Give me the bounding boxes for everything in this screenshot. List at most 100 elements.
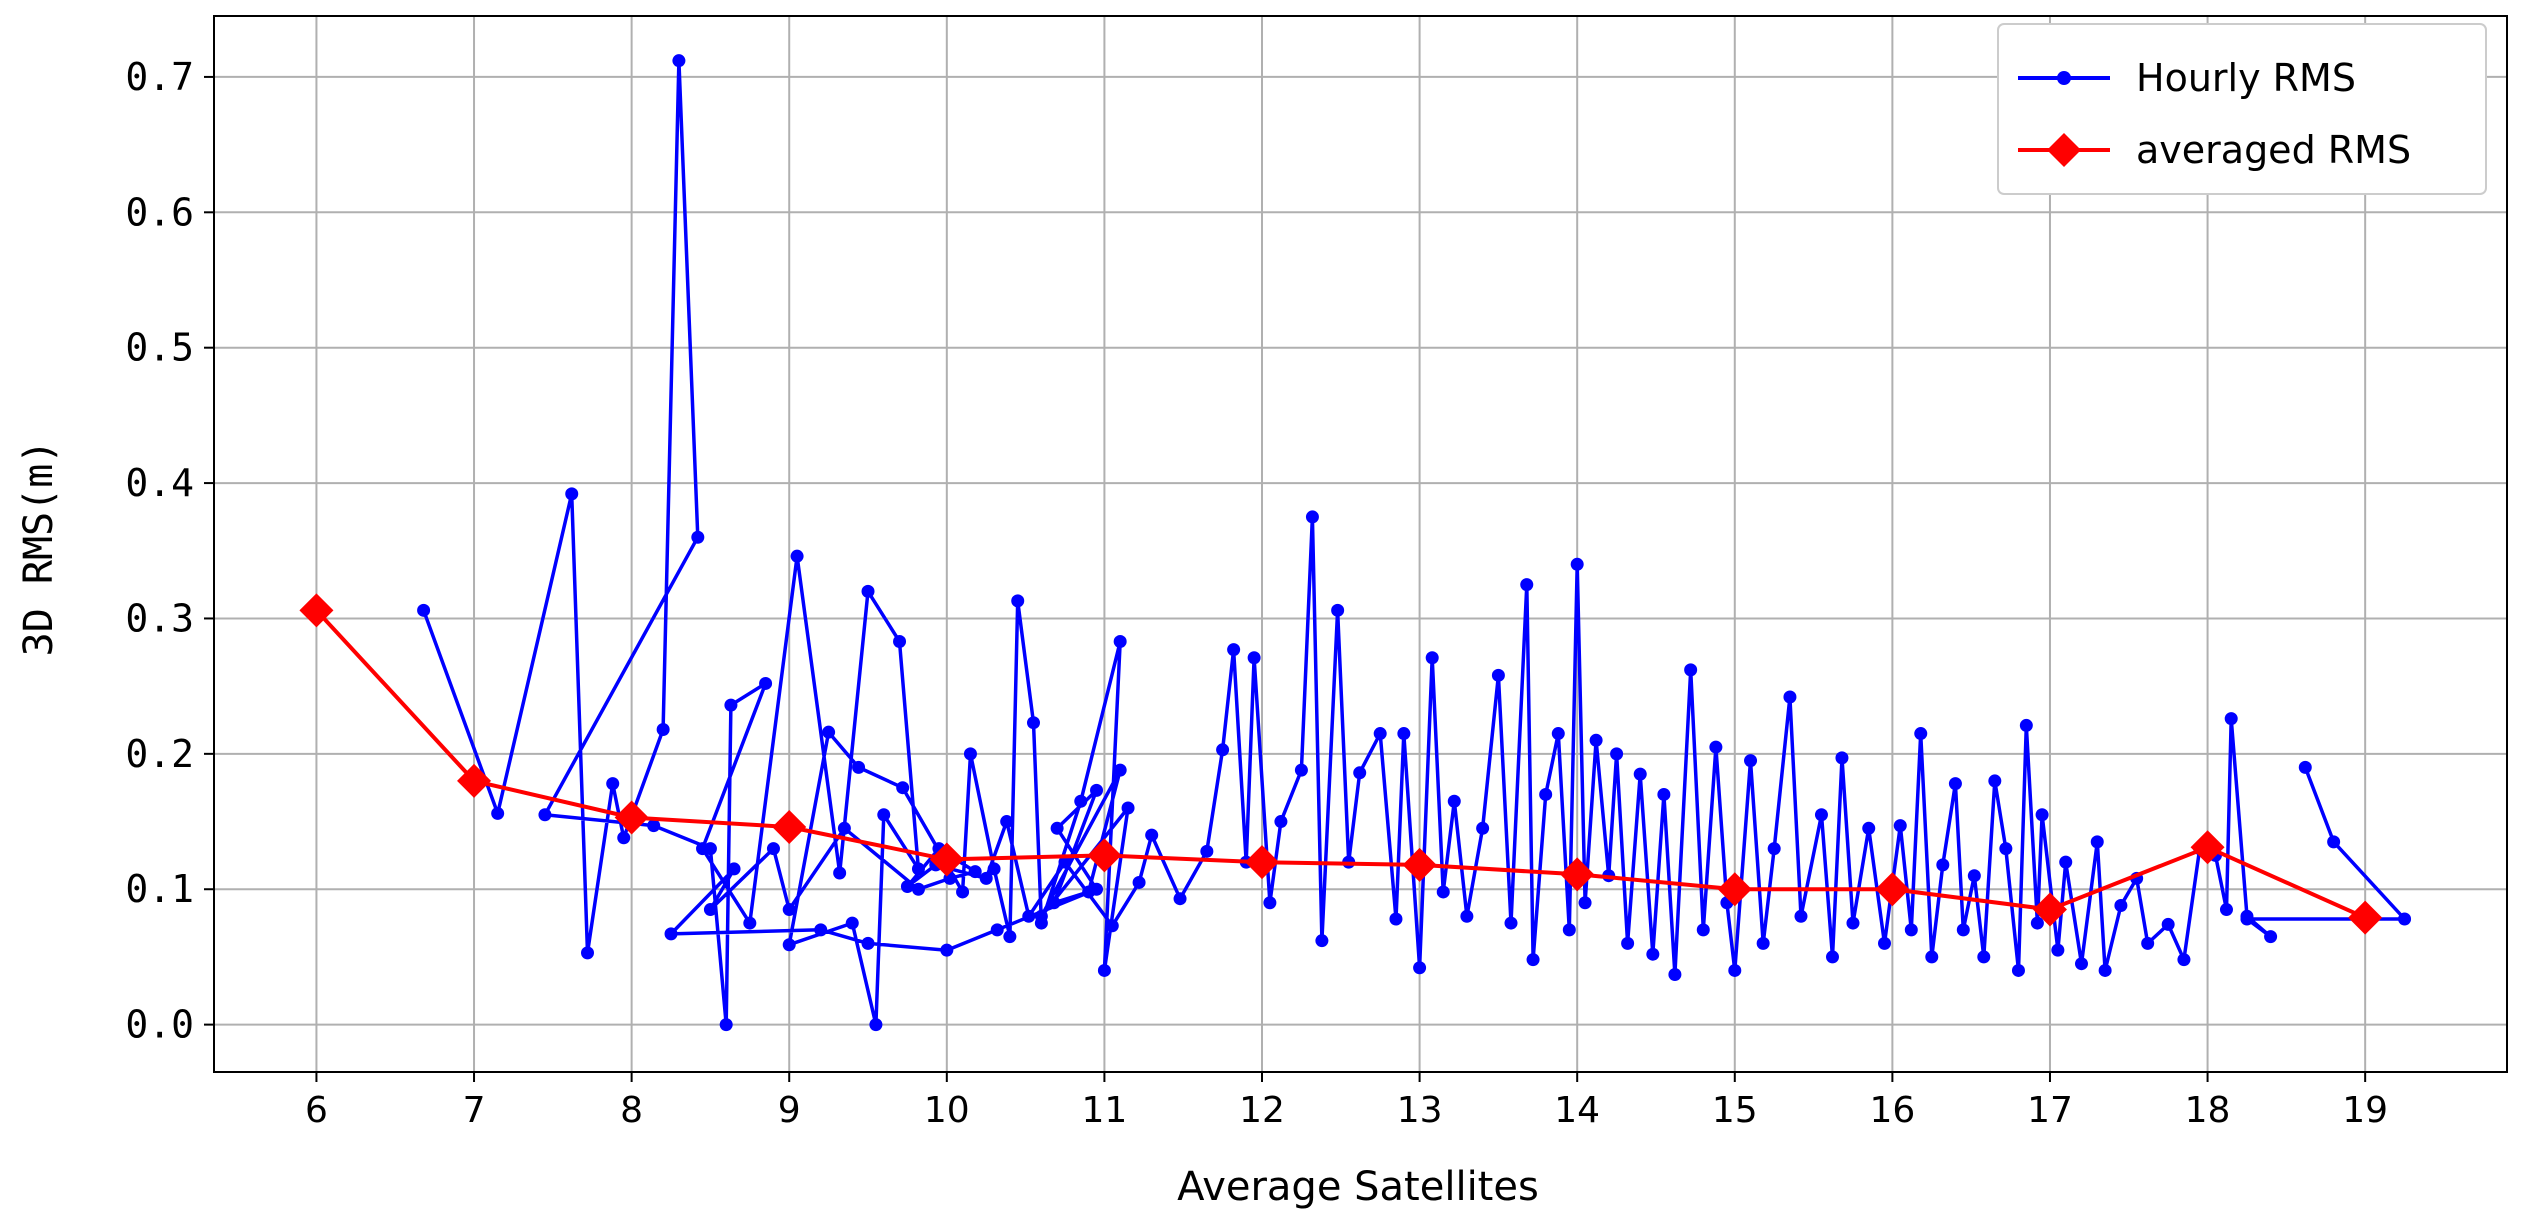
hourly-rms-point bbox=[1113, 634, 1127, 648]
hourly-rms-point bbox=[968, 865, 982, 879]
hourly-rms-point bbox=[1132, 875, 1146, 889]
hourly-rms-point bbox=[2224, 712, 2238, 726]
hourly-rms-point bbox=[1936, 858, 1950, 872]
hourly-rms-point bbox=[617, 831, 631, 845]
hourly-rms-point bbox=[2219, 903, 2233, 917]
hourly-rms-point bbox=[2090, 835, 2104, 849]
hourly-rms-point bbox=[814, 923, 828, 937]
hourly-rms-point bbox=[940, 943, 954, 957]
x-tick-label: 7 bbox=[463, 1090, 486, 1131]
hourly-rms-point bbox=[606, 777, 620, 791]
x-tick-label: 16 bbox=[1869, 1090, 1915, 1131]
hourly-rms-point bbox=[1050, 821, 1064, 835]
hourly-rms-point bbox=[1022, 909, 1036, 923]
x-tick-label: 14 bbox=[1554, 1090, 1600, 1131]
hourly-rms-point bbox=[1145, 828, 1159, 842]
hourly-rms-point bbox=[1173, 892, 1187, 906]
hourly-rms-point bbox=[990, 923, 1004, 937]
hourly-rms-point bbox=[538, 808, 552, 822]
averaged-rms-line bbox=[314, 608, 2367, 920]
hourly-rms-point bbox=[1646, 947, 1660, 961]
hourly-rms-point bbox=[2398, 912, 2412, 926]
hourly-rms-point bbox=[1294, 763, 1308, 777]
hourly-rms-point bbox=[1728, 963, 1742, 977]
series-layer bbox=[299, 54, 2412, 1032]
hourly-rms-point bbox=[1948, 777, 1962, 791]
hourly-rms-point bbox=[1610, 747, 1624, 761]
hourly-rms-point bbox=[1058, 855, 1072, 869]
averaged-rms-point bbox=[614, 800, 649, 835]
hourly-rms-point bbox=[782, 903, 796, 917]
hourly-rms-point bbox=[1397, 727, 1411, 741]
hourly-rms-point bbox=[1562, 923, 1576, 937]
hourly-rms-point bbox=[1353, 766, 1367, 780]
hourly-rms-point bbox=[1709, 740, 1723, 754]
hourly-rms-point bbox=[1121, 801, 1135, 815]
hourly-rms-point bbox=[861, 584, 875, 598]
averaged-rms-point bbox=[2032, 892, 2067, 927]
hourly-rms-point bbox=[2141, 936, 2155, 950]
hourly-rms-point bbox=[790, 549, 804, 563]
hourly-rms-point bbox=[1988, 774, 2002, 788]
x-tick-label: 8 bbox=[620, 1090, 643, 1131]
hourly-rms-point bbox=[1914, 727, 1928, 741]
hourly-rms-point bbox=[1216, 743, 1230, 757]
hourly-rms-point bbox=[1097, 963, 1111, 977]
hourly-rms-point bbox=[724, 698, 738, 712]
averaged-rms-point bbox=[1717, 872, 1752, 907]
hourly-rms-point bbox=[1000, 815, 1014, 829]
hourly-rms-point bbox=[743, 916, 757, 930]
hourly-rms-point bbox=[1389, 912, 1403, 926]
hourly-rms-point bbox=[1539, 787, 1553, 801]
hourly-rms-point bbox=[1657, 787, 1671, 801]
hourly-rms-point bbox=[1696, 923, 1710, 937]
hourly-rms-point bbox=[1904, 923, 1918, 937]
hourly-rms-point bbox=[1967, 869, 1981, 883]
hourly-rms-point bbox=[1305, 510, 1319, 524]
hourly-rms-point bbox=[1977, 950, 1991, 964]
hourly-rms-point bbox=[1315, 934, 1329, 948]
hourly-rms-point bbox=[1925, 950, 1939, 964]
averaged-rms-point bbox=[2348, 900, 2383, 935]
averaged-rms-point bbox=[929, 842, 964, 877]
y-tick-label: 0.1 bbox=[125, 867, 194, 911]
hourly-rms-point bbox=[822, 725, 836, 739]
hourly-rms-point bbox=[1491, 668, 1505, 682]
y-axis-label: 3D RMS(m) bbox=[16, 440, 62, 657]
hourly-rms-point bbox=[1756, 936, 1770, 950]
y-tick-label: 0.0 bbox=[125, 1003, 194, 1047]
hourly-rms-point bbox=[877, 808, 891, 822]
legend-averaged-marker-icon bbox=[2047, 133, 2081, 167]
hourly-rms-point bbox=[1263, 896, 1277, 910]
hourly-rms-point bbox=[2114, 898, 2128, 912]
hourly-rms-point bbox=[1436, 885, 1450, 899]
hourly-rms-point bbox=[664, 927, 678, 941]
averaged-rms-point bbox=[299, 593, 334, 628]
hourly-rms-point bbox=[691, 530, 705, 544]
hourly-rms-point bbox=[1893, 819, 1907, 833]
hourly-rms-point bbox=[647, 819, 661, 833]
x-tick-label: 10 bbox=[924, 1090, 970, 1131]
hourly-rms-point bbox=[2264, 930, 2278, 944]
hourly-rms-point bbox=[2298, 760, 2312, 774]
hourly-rms-point bbox=[861, 936, 875, 950]
x-tick-label: 13 bbox=[1397, 1090, 1443, 1131]
hourly-rms-point bbox=[2177, 953, 2191, 967]
x-tick-label: 15 bbox=[1712, 1090, 1758, 1131]
y-tick-label: 0.2 bbox=[125, 732, 194, 776]
axis-ticks: 6 7 8 9 10 11 12 13 14 15 16 17 18 19 0.0 0.1 0.2 0.3 0.4 0… bbox=[125, 55, 2388, 1131]
y-tick-label: 0.5 bbox=[125, 326, 194, 370]
hourly-rms-point bbox=[1074, 794, 1088, 808]
hourly-rms-point bbox=[1113, 763, 1127, 777]
hourly-rms-point bbox=[2161, 917, 2175, 931]
hourly-rms-point bbox=[1047, 896, 1061, 910]
hourly-rms-point bbox=[1476, 821, 1490, 835]
averaged-rms-point bbox=[457, 763, 492, 798]
x-tick-label: 19 bbox=[2342, 1090, 2388, 1131]
hourly-rms-point bbox=[656, 722, 670, 736]
hourly-rms-point bbox=[703, 903, 717, 917]
hourly-rms-point bbox=[782, 938, 796, 952]
hourly-rms-point bbox=[963, 747, 977, 761]
hourly-rms-point bbox=[845, 916, 859, 930]
